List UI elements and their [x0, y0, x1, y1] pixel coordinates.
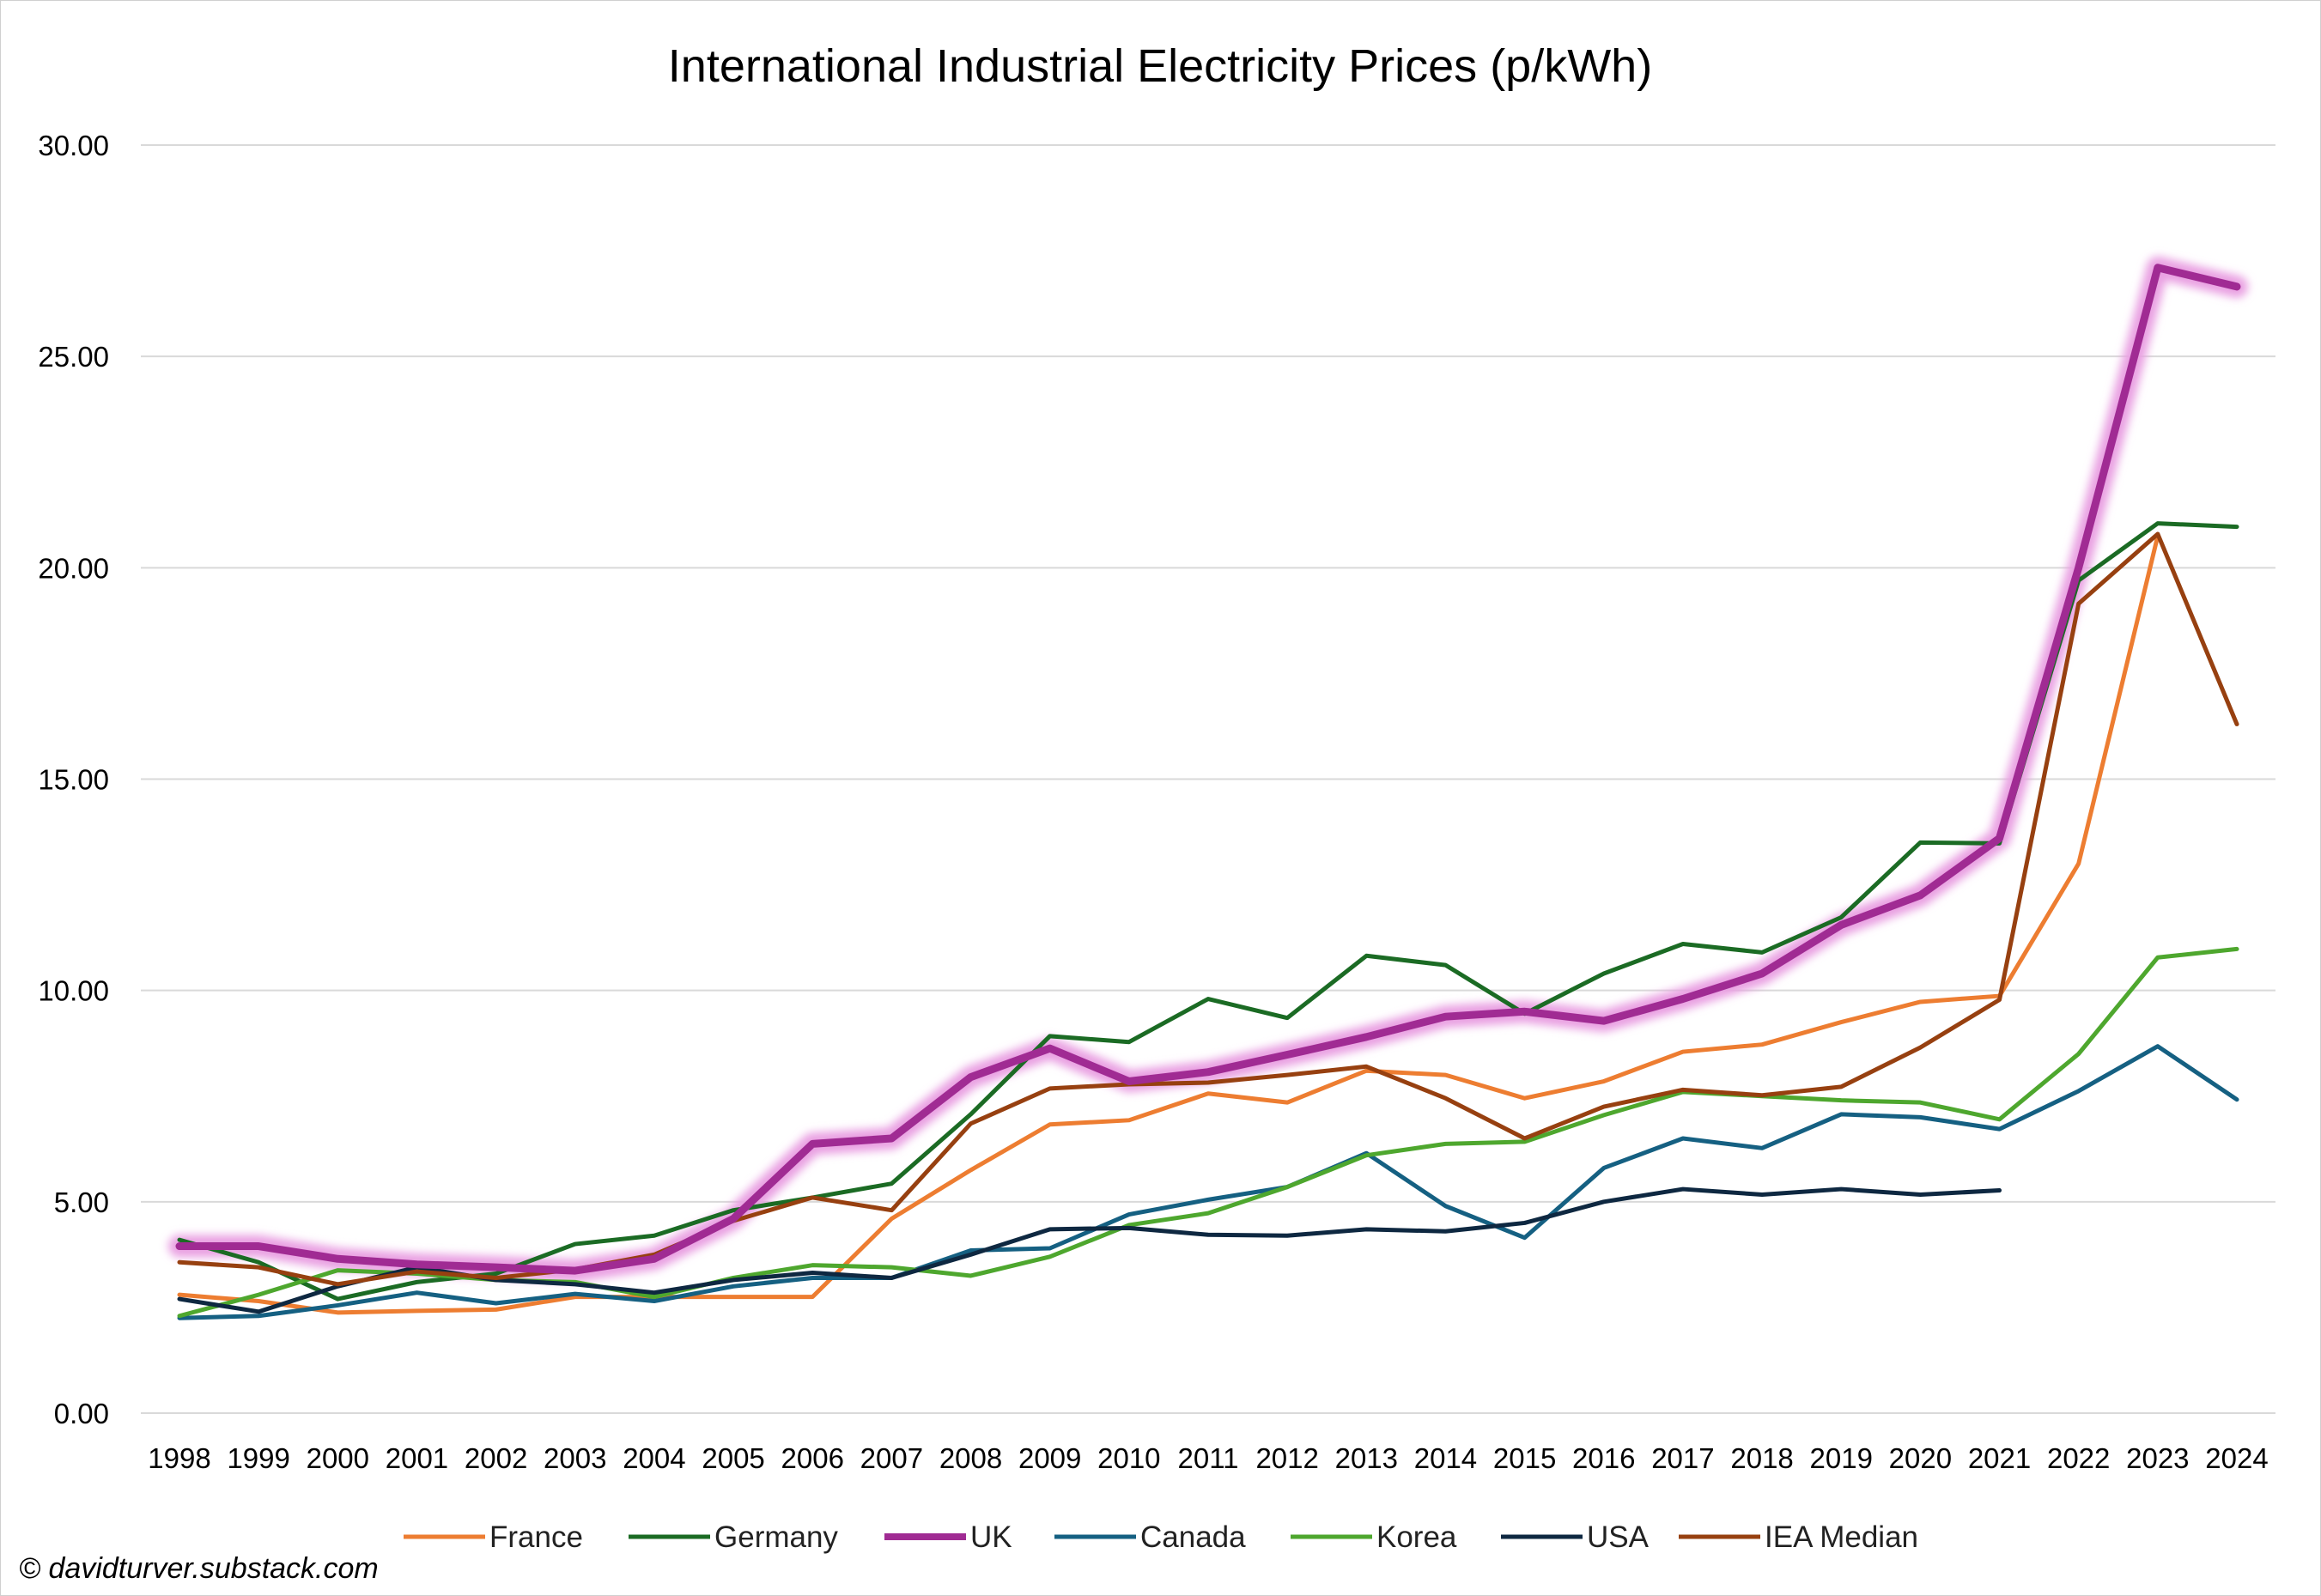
- x-tick-label: 2017: [1651, 1442, 1714, 1474]
- x-tick-label: 2000: [307, 1442, 369, 1474]
- legend-label: UK: [970, 1520, 1012, 1554]
- series-line-usa: [177, 1186, 2002, 1314]
- x-tick-label: 2014: [1414, 1442, 1477, 1474]
- y-tick-label: 5.00: [54, 1186, 109, 1218]
- copyright-text: © davidturver.substack.com: [19, 1552, 379, 1585]
- legend-label: IEA Median: [1765, 1520, 1918, 1554]
- x-tick-label: 2020: [1889, 1442, 1952, 1474]
- legend-item-iea-median: IEA Median: [1679, 1520, 1918, 1554]
- legend-label: Korea: [1376, 1520, 1457, 1554]
- x-tick-label: 2023: [2126, 1442, 2189, 1474]
- x-tick-label: 2022: [2047, 1442, 2110, 1474]
- y-tick-label: 30.00: [38, 130, 109, 161]
- series-line-iea-median: [177, 531, 2239, 1287]
- x-tick-label: 2009: [1018, 1442, 1081, 1474]
- x-tick-label: 2006: [781, 1442, 844, 1474]
- x-tick-label: 2005: [702, 1442, 764, 1474]
- x-tick-label: 2012: [1255, 1442, 1318, 1474]
- x-tick-label: 2016: [1572, 1442, 1635, 1474]
- series-line-uk: [175, 264, 2241, 1275]
- chart-title: International Industrial Electricity Pri…: [668, 40, 1652, 92]
- x-tick-label: 2004: [623, 1442, 685, 1474]
- y-tick-label: 20.00: [38, 552, 109, 584]
- x-tick-label: 2008: [939, 1442, 1002, 1474]
- y-axis-ticks: 0.00 5.00 10.00 15.00 20.00 25.00 30.00: [38, 130, 109, 1429]
- legend-label: France: [489, 1520, 583, 1554]
- series-line-france: [177, 533, 2160, 1315]
- legend: France Germany UK Canada Korea USA IEA Median: [404, 1520, 1918, 1554]
- legend-item-germany: Germany: [629, 1520, 838, 1554]
- legend-item-france: France: [404, 1520, 583, 1554]
- x-tick-label: 2002: [465, 1442, 527, 1474]
- x-tick-label: 2007: [860, 1442, 923, 1474]
- x-tick-label: 2019: [1810, 1442, 1873, 1474]
- x-tick-label: 2011: [1178, 1442, 1239, 1474]
- legend-label: Germany: [714, 1520, 838, 1554]
- legend-item-canada: Canada: [1054, 1520, 1246, 1554]
- x-tick-label: 2003: [544, 1442, 606, 1474]
- x-tick-label: 2015: [1493, 1442, 1556, 1474]
- legend-label: USA: [1587, 1520, 1650, 1554]
- legend-label: Canada: [1140, 1520, 1246, 1554]
- x-tick-label: 2018: [1730, 1442, 1793, 1474]
- x-tick-label: 2010: [1097, 1442, 1160, 1474]
- x-tick-label: 1999: [227, 1442, 289, 1474]
- y-tick-label: 25.00: [38, 341, 109, 373]
- x-tick-label: 2001: [386, 1442, 448, 1474]
- y-tick-label: 10.00: [38, 975, 109, 1007]
- series-line-germany: [177, 521, 2239, 1302]
- x-tick-label: 2024: [2205, 1442, 2268, 1474]
- y-tick-label: 15.00: [38, 764, 109, 796]
- series-lines: [168, 256, 2248, 1320]
- x-tick-label: 2013: [1335, 1442, 1398, 1474]
- legend-item-korea: Korea: [1291, 1520, 1457, 1554]
- legend-item-uk: UK: [884, 1520, 1012, 1554]
- x-tick-label: 2021: [1968, 1442, 2031, 1474]
- y-tick-label: 0.00: [54, 1398, 109, 1429]
- x-axis-ticks: 1998 1999 2000 2001 2002 2003 2004 2005 2006 2007…: [148, 1442, 2268, 1474]
- series-line-canada: [177, 1044, 2239, 1320]
- gridlines: [141, 144, 2275, 1414]
- legend-item-usa: USA: [1501, 1520, 1650, 1554]
- x-tick-label: 1998: [148, 1442, 210, 1474]
